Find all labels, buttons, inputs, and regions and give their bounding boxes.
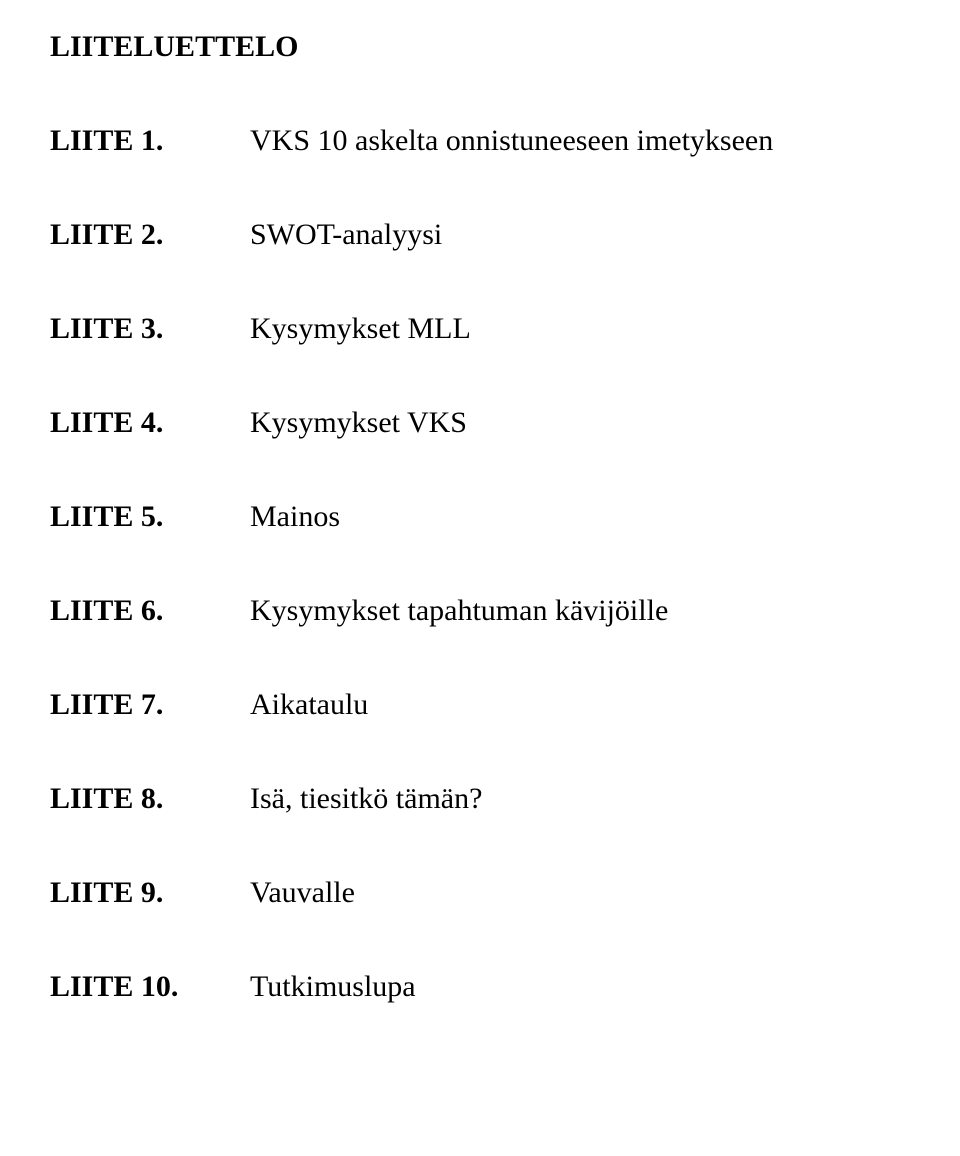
appendix-label: LIITE 10. <box>50 970 250 1004</box>
appendix-desc: Aikataulu <box>250 688 368 722</box>
appendix-desc: SWOT-analyysi <box>250 218 442 252</box>
list-item: LIITE 1. VKS 10 askelta onnistuneeseen i… <box>50 124 910 158</box>
appendix-desc: Mainos <box>250 500 340 534</box>
list-item: LIITE 8. Isä, tiesitkö tämän? <box>50 782 910 816</box>
list-item: LIITE 5. Mainos <box>50 500 910 534</box>
list-item: LIITE 10. Tutkimuslupa <box>50 970 910 1004</box>
appendix-desc: VKS 10 askelta onnistuneeseen imetykseen <box>250 124 773 158</box>
appendix-label: LIITE 2. <box>50 218 250 252</box>
appendix-desc: Isä, tiesitkö tämän? <box>250 782 482 816</box>
appendix-desc: Kysymykset VKS <box>250 406 467 440</box>
appendix-label: LIITE 1. <box>50 124 250 158</box>
appendix-desc: Tutkimuslupa <box>250 970 416 1004</box>
page-title: LIITELUETTELO <box>50 30 910 64</box>
list-item: LIITE 3. Kysymykset MLL <box>50 312 910 346</box>
appendix-desc: Vauvalle <box>250 876 355 910</box>
appendix-label: LIITE 8. <box>50 782 250 816</box>
appendix-desc: Kysymykset MLL <box>250 312 471 346</box>
appendix-label: LIITE 5. <box>50 500 250 534</box>
list-item: LIITE 4. Kysymykset VKS <box>50 406 910 440</box>
appendix-desc: Kysymykset tapahtuman kävijöille <box>250 594 668 628</box>
appendix-label: LIITE 6. <box>50 594 250 628</box>
list-item: LIITE 9. Vauvalle <box>50 876 910 910</box>
appendix-label: LIITE 4. <box>50 406 250 440</box>
list-item: LIITE 6. Kysymykset tapahtuman kävijöill… <box>50 594 910 628</box>
appendix-label: LIITE 3. <box>50 312 250 346</box>
appendix-label: LIITE 7. <box>50 688 250 722</box>
list-item: LIITE 7. Aikataulu <box>50 688 910 722</box>
document-page: LIITELUETTELO LIITE 1. VKS 10 askelta on… <box>0 0 960 1094</box>
list-item: LIITE 2. SWOT-analyysi <box>50 218 910 252</box>
appendix-label: LIITE 9. <box>50 876 250 910</box>
